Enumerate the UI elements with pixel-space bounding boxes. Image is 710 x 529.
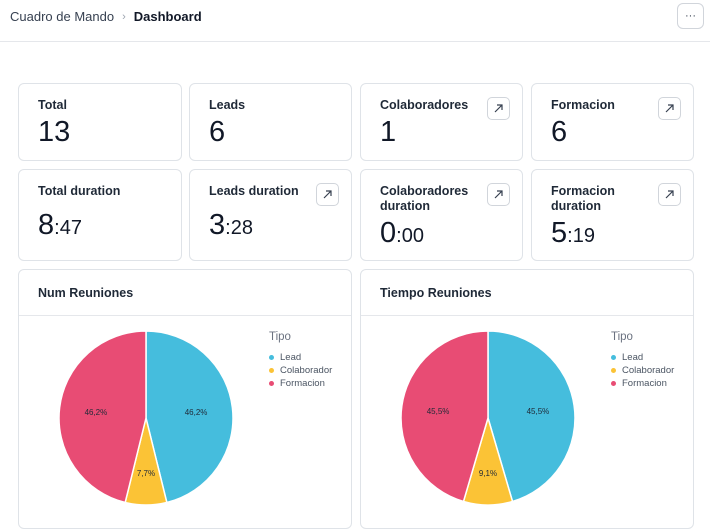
open-link-button[interactable] [658, 183, 681, 206]
kpi-label: Total [38, 98, 67, 112]
breadcrumb-current: Dashboard [133, 9, 202, 24]
arrow-up-right-icon [494, 104, 503, 113]
open-link-button[interactable] [487, 183, 510, 206]
kpi-value: 1 [380, 116, 397, 148]
panel-divider [19, 315, 351, 316]
kpi-label: Total duration [38, 184, 121, 198]
kpi-value: 5:19 [551, 217, 595, 249]
pie-data-label: 45,5% [527, 407, 550, 416]
kpi-label: Leads [209, 98, 246, 112]
kpi-value: 0:00 [380, 217, 424, 249]
pie-chart: 46,2% 7,7% 46,2% [58, 330, 234, 506]
panel-title: Tiempo Reuniones [380, 286, 492, 300]
kpi-card-colaboradores-duration: Colaboradores duration 0:00 [360, 169, 523, 261]
legend-dot [269, 355, 274, 360]
kpi-value: 6 [551, 116, 568, 148]
kpi-label: Colaboradores [380, 98, 469, 112]
kpi-label: Formacion [551, 98, 615, 112]
breadcrumb-root-link[interactable]: Cuadro de Mando [10, 9, 115, 24]
legend-dot [269, 368, 274, 373]
legend-title: Tipo [611, 331, 633, 343]
kpi-label: Leads duration [209, 184, 299, 198]
kpi-card-leads: Leads 6 [189, 83, 352, 161]
chevron-right-icon: › [122, 10, 126, 23]
legend-dot [611, 381, 616, 386]
pie-data-label: 9,1% [479, 469, 497, 478]
panel-title: Num Reuniones [38, 286, 134, 300]
kpi-label: Colaboradores duration [380, 184, 469, 213]
legend-item-colaborador[interactable]: Colaborador [611, 365, 674, 376]
legend-item-lead[interactable]: Lead [269, 352, 301, 363]
kpi-card-formacion: Formacion 6 [531, 83, 694, 161]
legend-dot [611, 368, 616, 373]
kpi-card-leads-duration: Leads duration 3:28 [189, 169, 352, 261]
legend-title: Tipo [269, 331, 291, 343]
open-link-button[interactable] [658, 97, 681, 120]
breadcrumb: Cuadro de Mando › Dashboard [10, 9, 202, 24]
legend-dot [611, 355, 616, 360]
legend-item-lead[interactable]: Lead [611, 352, 643, 363]
pie-slice-formacion[interactable] [58, 330, 147, 504]
pie-data-label: 46,2% [185, 408, 208, 417]
more-options-button[interactable]: ··· [677, 3, 704, 29]
legend-item-formacion[interactable]: Formacion [611, 378, 667, 389]
kpi-value: 3:28 [209, 209, 253, 241]
kpi-card-colaboradores: Colaboradores 1 [360, 83, 523, 161]
arrow-up-right-icon [665, 190, 674, 199]
kpi-card-formacion-duration: Formacion duration 5:19 [531, 169, 694, 261]
arrow-up-right-icon [323, 190, 332, 199]
open-link-button[interactable] [487, 97, 510, 120]
pie-slice-lead[interactable] [487, 330, 576, 503]
pie-data-label: 45,5% [427, 407, 450, 416]
legend-item-colaborador[interactable]: Colaborador [269, 365, 332, 376]
kpi-value: 13 [38, 116, 71, 148]
kpi-value: 6 [209, 116, 226, 148]
kpi-value: 8:47 [38, 209, 82, 241]
pie-data-label: 46,2% [85, 408, 108, 417]
kpi-card-total: Total 13 [18, 83, 182, 161]
panel-divider [361, 315, 693, 316]
legend-dot [269, 381, 274, 386]
chart-panel-tiempo-reuniones: Tiempo Reuniones 45,5% 9,1% 45,5% Tipo Lea… [360, 269, 694, 529]
pie-chart: 45,5% 9,1% 45,5% [400, 330, 576, 506]
open-link-button[interactable] [316, 183, 339, 206]
pie-data-label: 7,7% [137, 469, 155, 478]
kpi-card-total-duration: Total duration 8:47 [18, 169, 182, 261]
chart-panel-num-reuniones: Num Reuniones 46,2% 7,7% 46,2% Tipo Lead C… [18, 269, 352, 529]
top-bar: Cuadro de Mando › Dashboard ··· [0, 0, 710, 42]
kpi-label: Formacion duration [551, 184, 615, 213]
legend-item-formacion[interactable]: Formacion [269, 378, 325, 389]
arrow-up-right-icon [665, 104, 674, 113]
arrow-up-right-icon [494, 190, 503, 199]
pie-slice-lead[interactable] [145, 330, 234, 504]
more-dots-icon: ··· [685, 10, 696, 22]
pie-slice-formacion[interactable] [400, 330, 489, 503]
